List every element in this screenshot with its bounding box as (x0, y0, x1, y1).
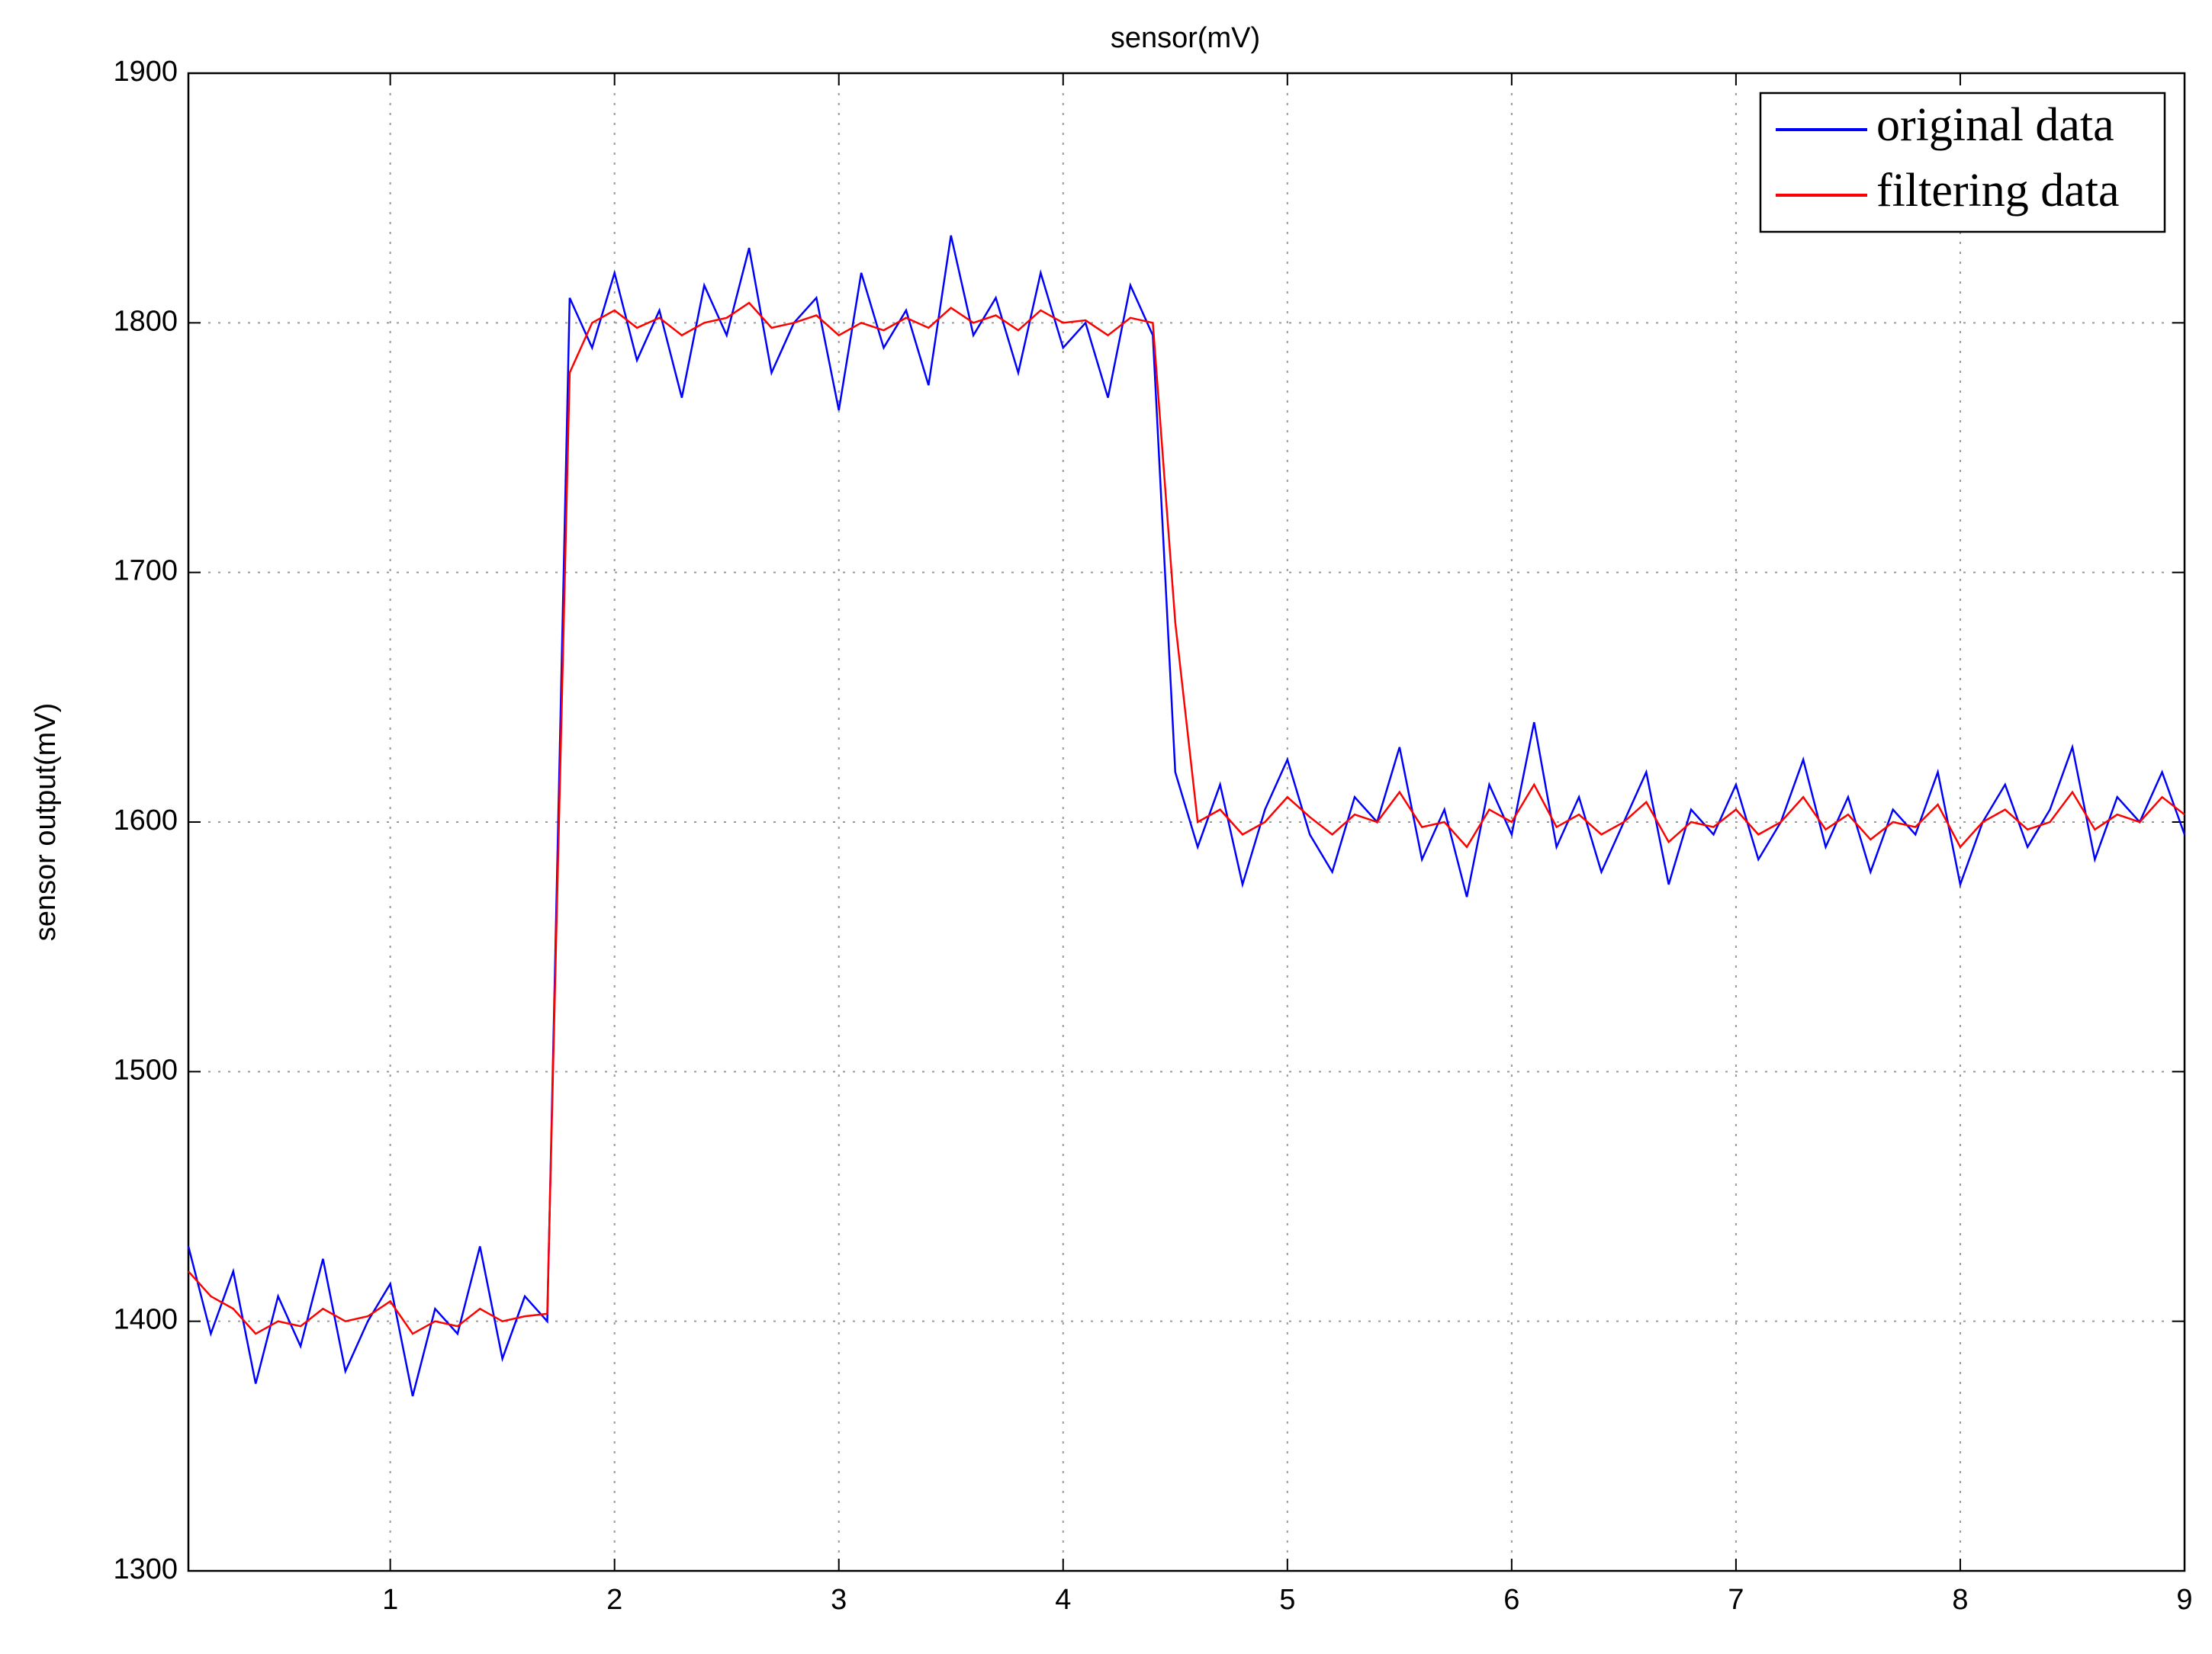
x-tick-label: 7 (1728, 1584, 1744, 1616)
x-tick-label: 3 (831, 1584, 847, 1616)
x-tick-label: 1 (382, 1584, 398, 1616)
data-line (187, 235, 2186, 1397)
x-tick-label: 2 (606, 1584, 622, 1616)
x-tick-label: 8 (1952, 1584, 1968, 1616)
y-tick-label: 1500 (113, 1054, 178, 1086)
legend-label: filtering data (1876, 165, 2119, 217)
y-tick-label: 1400 (113, 1304, 178, 1336)
x-tick-label: 5 (1279, 1584, 1295, 1616)
chart-title: sensor(mV) (1111, 22, 1260, 54)
x-tick-label: 9 (2176, 1584, 2192, 1616)
y-tick-label: 1800 (113, 305, 178, 337)
x-tick-label: 4 (1055, 1584, 1071, 1616)
legend-box (1759, 92, 2166, 233)
x-tick-label: 6 (1503, 1584, 1519, 1616)
y-tick-label: 1600 (113, 805, 178, 837)
legend-label: original data (1876, 99, 2114, 151)
y-tick-label: 1700 (113, 555, 178, 587)
plot-frame (187, 72, 2186, 1572)
plot-area (188, 73, 2185, 1571)
data-line (188, 301, 2185, 1335)
y-tick-label: 1300 (113, 1553, 178, 1585)
y-tick-label: 1900 (113, 56, 178, 88)
y-axis-label: sensor output(mV) (30, 703, 62, 942)
